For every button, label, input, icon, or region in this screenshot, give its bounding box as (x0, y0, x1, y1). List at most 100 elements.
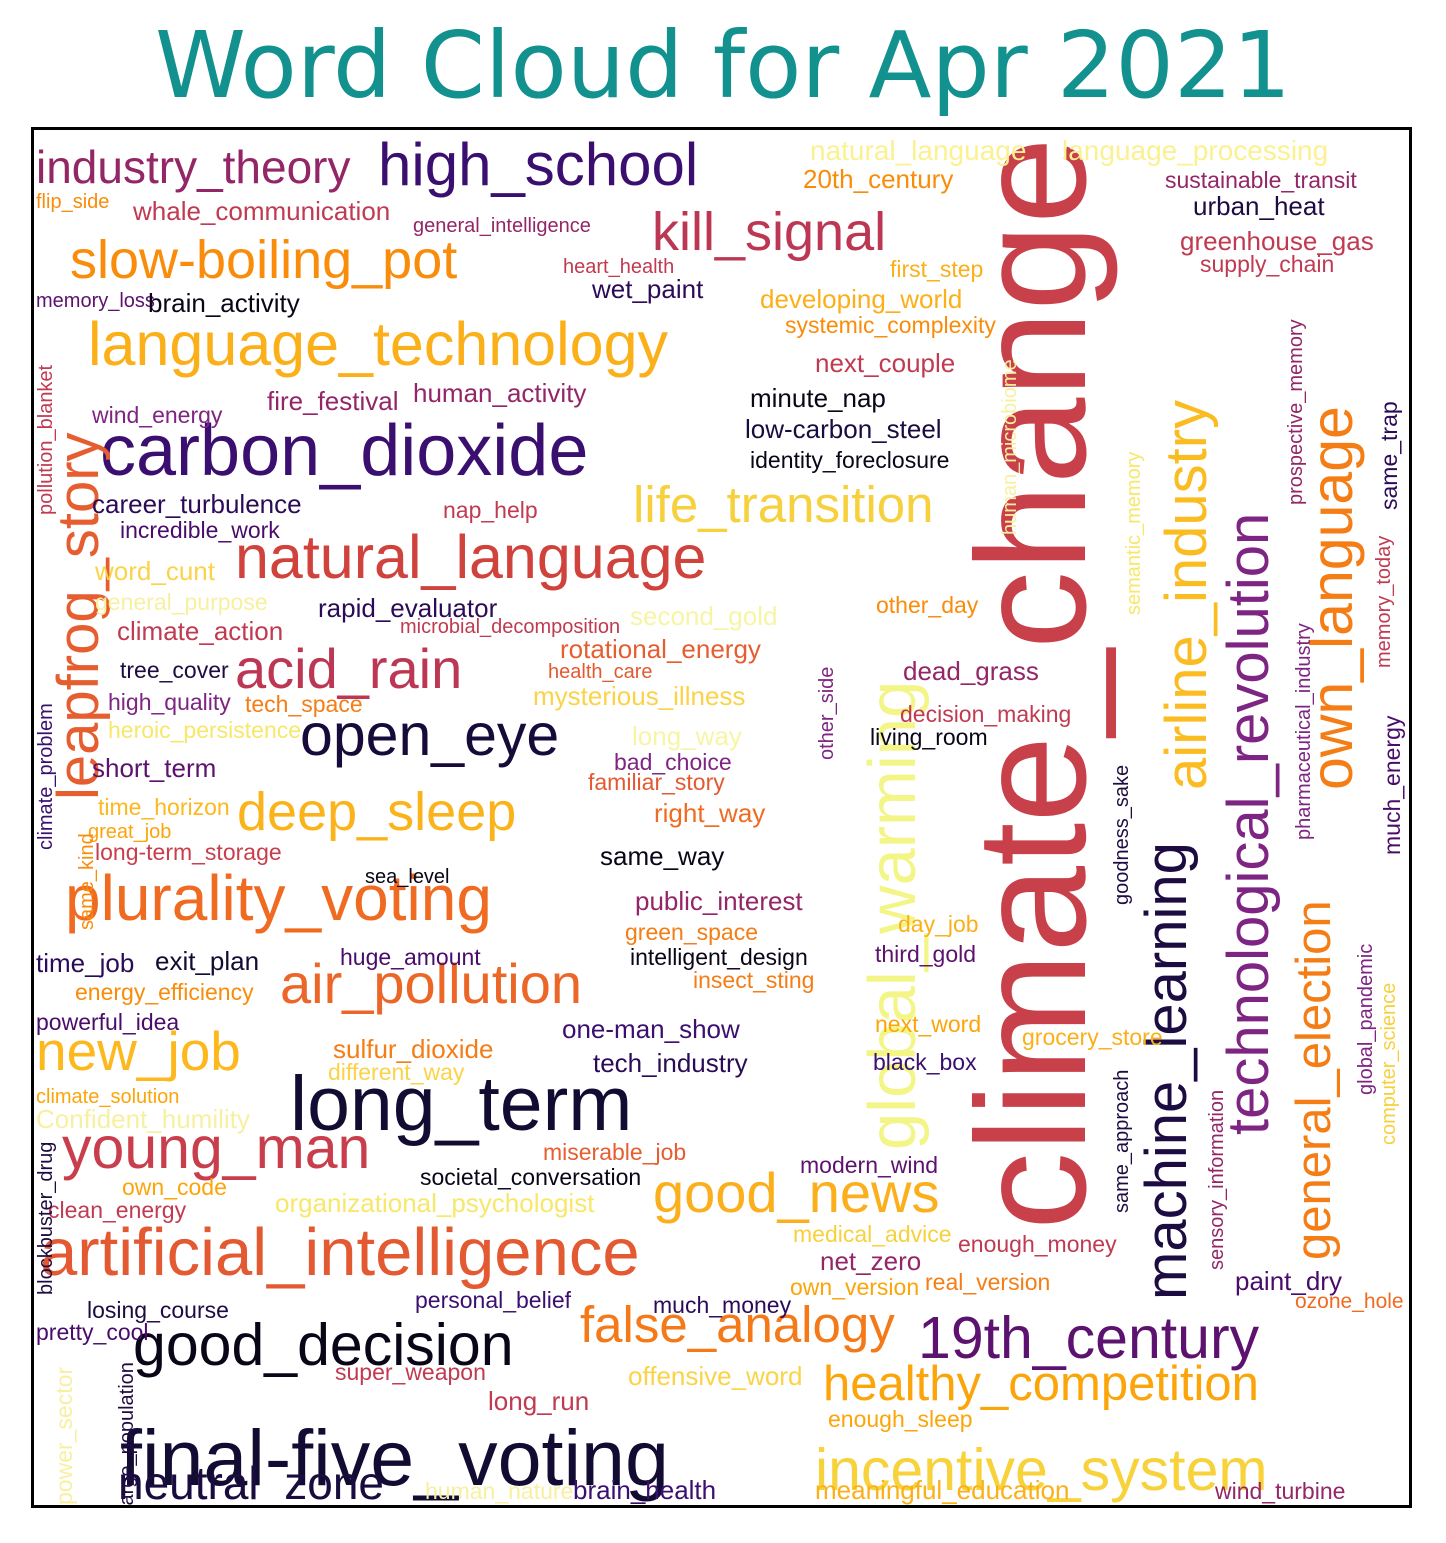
word-grocery-store: grocery_store (1022, 1024, 1163, 1050)
word-pollution-blanket: pollution_blanket (35, 364, 57, 515)
word-same-trap: same_trap (1376, 401, 1402, 510)
word-power-sector: power_sector (51, 1367, 77, 1505)
word-acid-rain: acid_rain (235, 637, 462, 700)
word-huge-amount: huge_amount (340, 944, 481, 970)
word-urban-heat: urban_heat (1193, 191, 1325, 221)
word-long-term: long_term (290, 1061, 632, 1147)
word-natural-language: natural_language (235, 523, 706, 591)
word-industry-theory: industry_theory (36, 141, 351, 193)
word-next-word: next_word (875, 1011, 981, 1037)
word-computer-science: computer_science (1378, 983, 1400, 1145)
word-heart-health: heart_health (563, 256, 674, 278)
word-living-room: living_room (870, 724, 988, 750)
word-powerful-idea: powerful_idea (36, 1009, 179, 1035)
word-general-purpose: general_purpose (95, 589, 268, 615)
word-next-couple: next_couple (815, 348, 955, 378)
word-climate-solution: climate_solution (36, 1086, 179, 1108)
word-mysterious-illness: mysterious_illness (533, 681, 745, 711)
word-sulfur-dioxide: sulfur_dioxide (333, 1034, 493, 1064)
word-organizational-psychologist: organizational_psychologist (275, 1188, 595, 1218)
word-natural-language: natural_language (810, 135, 1026, 166)
word-cloud: climate_change final-five_voting long_term… (35, 131, 1405, 1505)
word-identity-foreclosure: identity_foreclosure (750, 447, 949, 473)
word-rapid-evaluator: rapid_evaluator (318, 593, 498, 623)
word-short-term: short_term (92, 753, 216, 783)
word-human-microbiome: human_microbiome (999, 359, 1021, 535)
word-personal-belief: personal_belief (415, 1287, 572, 1313)
word-medical-advice: medical_advice (793, 1221, 952, 1247)
word-dead-grass: dead_grass (903, 656, 1039, 686)
word-public-interest: public_interest (635, 886, 803, 916)
word-semantic-memory: semantic_memory (1123, 452, 1145, 615)
word-human-activity: human_activity (413, 378, 586, 408)
word-miserable-job: miserable_job (543, 1139, 686, 1165)
word-career-turbulence: career_turbulence (92, 489, 302, 519)
word-tree-cover: tree_cover (120, 657, 229, 683)
word-wind-turbine: wind_turbine (1214, 1478, 1345, 1504)
word-deep-sleep: deep_sleep (237, 782, 516, 842)
word-long-way: long_way (632, 721, 742, 751)
word-green-space: green_space (625, 919, 758, 945)
word-tech-industry: tech_industry (593, 1048, 748, 1078)
word-same-kind: same_kind (76, 833, 98, 930)
word-time-job: time_job (36, 948, 134, 978)
word-supply-chain: supply_chain (1200, 251, 1334, 277)
word-pharmaceutical-industry: pharmaceutical_industry (1293, 623, 1315, 840)
word-neutral-zone: neutral_zone (118, 1457, 384, 1505)
word-climate-change: climate_change (945, 137, 1119, 1230)
word-long-term-storage: long-term_storage (95, 839, 282, 865)
word-plurality-voting: plurality_voting (65, 862, 492, 934)
word-human-nature: human_nature (425, 1478, 573, 1504)
word-losing-course: losing_course (87, 1297, 229, 1323)
word-incredible-work: incredible_work (120, 517, 280, 543)
word-time-horizon: time_horizon (98, 794, 230, 820)
word-modern-wind: modern_wind (800, 1152, 938, 1178)
word-clean-energy: clean_energy (48, 1197, 187, 1223)
word-minute-nap: minute_nap (750, 383, 886, 413)
word-global-warming: global_warming (855, 681, 930, 1150)
word-leapfrog-story: leapfrog_story (46, 432, 111, 800)
word-kill-signal: kill_signal (652, 202, 886, 262)
word-other-day: other_day (876, 592, 979, 618)
word-language-processing: language_processing (1062, 135, 1328, 166)
word-young-man: young_man (62, 1115, 370, 1181)
word-healthy-competition: healthy_competition (823, 1357, 1259, 1411)
word-high-school: high_school (378, 131, 698, 198)
word-carbon-dioxide: carbon_dioxide (100, 411, 588, 491)
word-climate-action: climate_action (117, 616, 283, 646)
word-incentive-system: incentive_system (815, 1437, 1268, 1503)
word-memory-today: memory_today (1373, 536, 1395, 668)
word-one-man-show: one-man_show (562, 1014, 740, 1044)
word-societal-conversation: societal_conversation (420, 1164, 641, 1190)
word-large-population: large_population (116, 1362, 138, 1505)
word-wet-paint: wet_paint (591, 274, 704, 304)
word-paint-dry: paint_dry (1235, 1266, 1342, 1296)
word-enough-money: enough_money (958, 1231, 1117, 1257)
word-memory-loss: memory_loss (36, 290, 155, 312)
word-day-job: day_job (898, 911, 979, 937)
word-same-way: same_way (600, 841, 724, 871)
word-third-gold: third_gold (875, 941, 976, 967)
word-ozone-hole: ozone_hole (1295, 1290, 1404, 1313)
word-open-eye: open_eye (300, 702, 559, 768)
word-same-approach: same_approach (1111, 1070, 1133, 1213)
word-developing-world: developing_world (760, 284, 962, 314)
word-enough-sleep: enough_sleep (828, 1406, 973, 1432)
word-tech-space: tech_space (245, 691, 363, 717)
word-pretty-cool: pretty_cool (36, 1319, 149, 1345)
word-artificial-intelligence: artificial_intelligence (40, 1215, 640, 1290)
word-new-job: new_job (36, 1020, 241, 1082)
word-microbial-decomposition: microbial_decomposition (400, 616, 620, 638)
word-much-money: much_money (653, 1292, 792, 1318)
word-heroic-persistence: heroic_persistence (108, 717, 301, 743)
word-19th-century: 19th_century (918, 1305, 1260, 1371)
word-prospective-memory: prospective_memory (1285, 319, 1307, 505)
word-much-energy: much_energy (1379, 715, 1405, 855)
word-word-cunt: word_cunt (94, 556, 216, 586)
word-decision-making: decision_making (900, 701, 1071, 727)
word-right-way: right_way (654, 798, 765, 828)
word-bad-choice: bad_choice (614, 749, 732, 775)
word-systemic-complexity: systemic_complexity (785, 312, 996, 338)
word-second-gold: second_gold (630, 601, 777, 631)
word-health-care: health_care (548, 661, 653, 683)
